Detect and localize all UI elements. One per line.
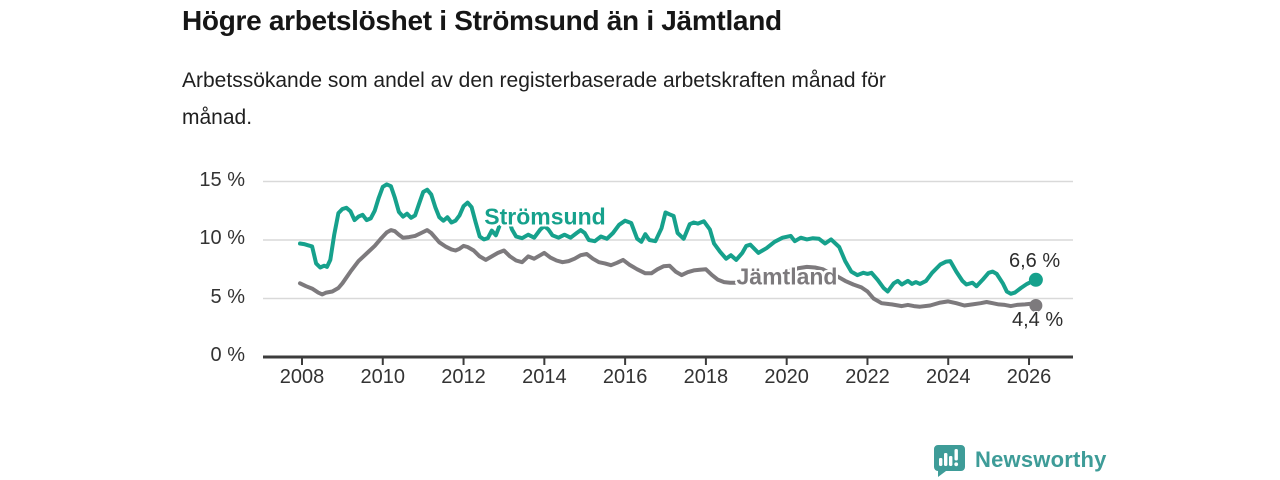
x-tick-label: 2024	[925, 366, 971, 388]
x-tick-label: 2012	[441, 366, 486, 388]
series-line-jämtland	[298, 228, 1038, 309]
y-tick-label: 0 %	[210, 344, 245, 366]
chart-subtitle-line2: månad.	[182, 106, 253, 129]
x-tick-label: 2026	[1006, 366, 1052, 388]
y-tick-label: 10 %	[199, 227, 245, 249]
y-tick-label: 5 %	[210, 285, 245, 308]
series-label-jamtland: Jämtland	[736, 263, 838, 290]
chart-title: Högre arbetslöshet i Strömsund än i Jämt…	[182, 5, 782, 36]
x-tick-label: 2022	[845, 366, 890, 388]
series-end-dot-jämtland	[1029, 299, 1043, 313]
chart-subtitle-line1: Arbetssökande som andel av den registerb…	[182, 69, 886, 92]
x-tick-label: 2020	[764, 366, 809, 388]
x-tick-label: 2014	[522, 366, 567, 388]
series-end-dot-strömsund	[1028, 272, 1043, 287]
x-tick-label: 2018	[683, 366, 729, 388]
series-line-strömsund	[298, 182, 1038, 296]
series-label-stromsund: Strömsund	[484, 203, 606, 230]
y-tick-label: 15 %	[199, 168, 245, 191]
x-tick-label: 2016	[602, 366, 648, 388]
newsworthy-icon	[934, 445, 965, 477]
newsworthy-wordmark: Newsworthy	[975, 447, 1107, 472]
chart-subtitle: Arbetssökande som andel av den registerb…	[182, 62, 886, 136]
end-value-label-stromsund: 6,6 %	[1009, 250, 1061, 272]
x-tick-label: 2010	[360, 366, 406, 388]
newsworthy-logo: Newsworthy	[932, 443, 1107, 477]
end-value-label-jamtland: 4,4 %	[1012, 309, 1064, 331]
x-tick-label: 2008	[279, 366, 325, 388]
